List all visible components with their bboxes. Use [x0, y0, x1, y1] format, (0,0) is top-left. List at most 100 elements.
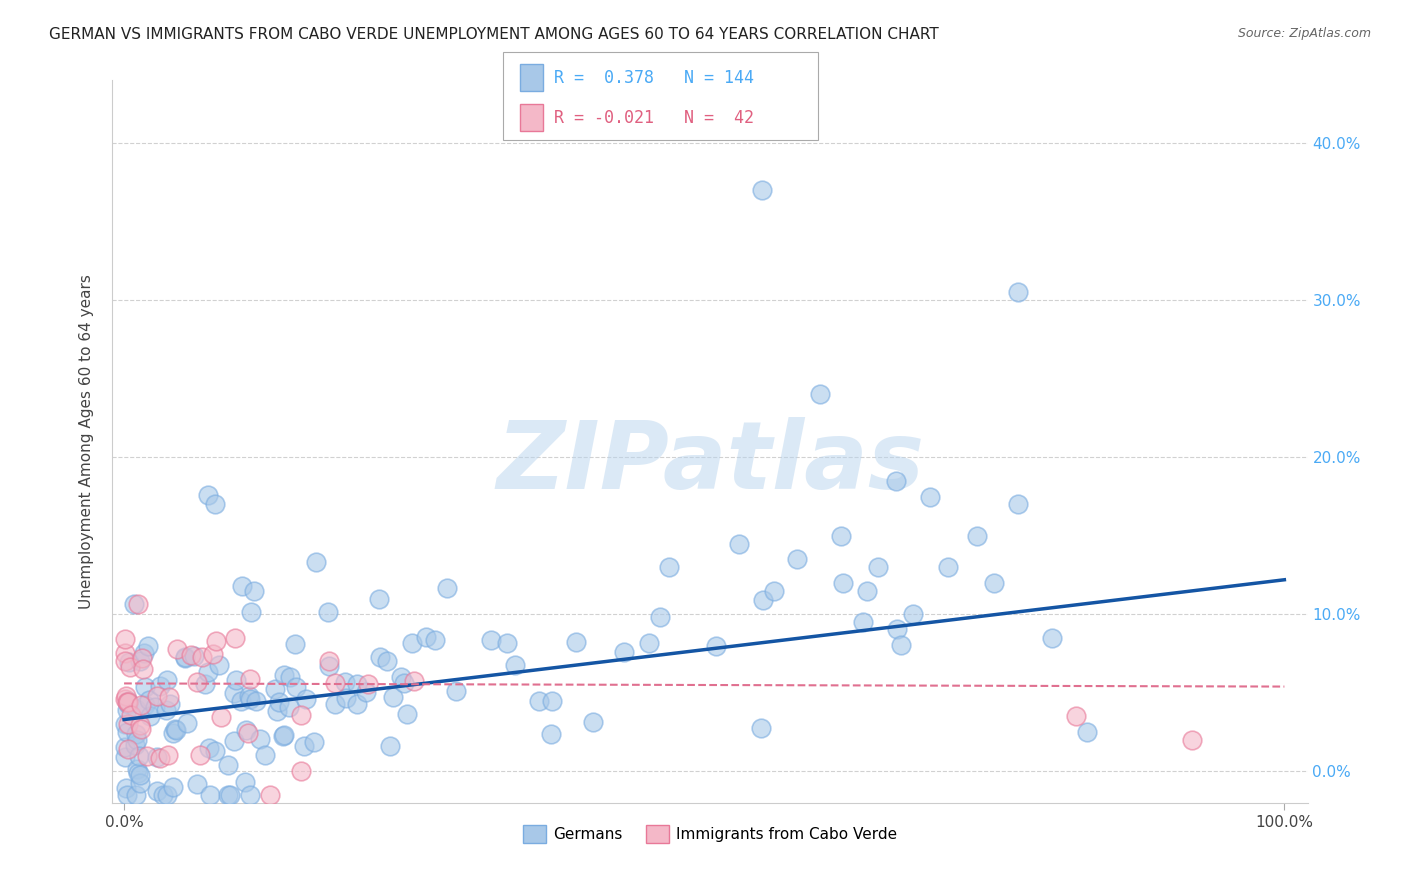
Point [503, 658, 526, 673]
Point [165, 723, 187, 737]
Point [114, 632, 136, 646]
Point [496, 635, 519, 649]
Point [129, 718, 152, 732]
Point [318, 659, 340, 673]
Point [808, 387, 831, 401]
Point [752, 593, 775, 607]
Point [415, 630, 437, 644]
Point [197, 665, 219, 679]
Point [183, 648, 205, 663]
Point [284, 680, 307, 694]
Point [146, 749, 169, 764]
Point [284, 637, 307, 651]
Point [235, 723, 257, 737]
Point [243, 584, 266, 599]
Point [129, 698, 152, 712]
Point [146, 783, 169, 797]
Point [650, 609, 672, 624]
Point [125, 762, 148, 776]
Point [389, 670, 412, 684]
Point [186, 777, 208, 791]
Point [333, 675, 356, 690]
Point [224, 631, 246, 645]
Point [238, 689, 260, 703]
Point [128, 776, 150, 790]
Point [115, 695, 138, 709]
Point [204, 496, 226, 510]
Point [751, 721, 773, 735]
Point [120, 708, 142, 723]
Point [855, 583, 877, 598]
Point [762, 583, 785, 598]
Point [335, 690, 357, 705]
Point [208, 657, 231, 672]
Point [117, 697, 139, 711]
Point [180, 648, 202, 662]
Point [134, 646, 156, 660]
Point [1180, 733, 1202, 747]
Point [259, 788, 281, 802]
Point [125, 702, 148, 716]
Point [236, 725, 259, 739]
Point [114, 691, 136, 706]
Point [186, 675, 208, 690]
Point [273, 729, 295, 743]
Point [1040, 631, 1063, 645]
Point [115, 788, 138, 802]
Point [156, 788, 179, 802]
Point [217, 757, 239, 772]
Point [786, 552, 808, 566]
Point [136, 639, 159, 653]
Point [114, 716, 136, 731]
Point [202, 647, 225, 661]
Point [127, 766, 149, 780]
Point [936, 560, 959, 574]
Point [235, 775, 257, 789]
Point [704, 639, 727, 653]
Point [1007, 285, 1029, 300]
Point [394, 675, 416, 690]
Text: Source: ZipAtlas.com: Source: ZipAtlas.com [1237, 27, 1371, 40]
Point [540, 693, 562, 707]
Point [134, 698, 156, 712]
Point [316, 605, 339, 619]
Point [479, 633, 502, 648]
Point [378, 739, 401, 753]
Point [132, 662, 155, 676]
Point [115, 725, 138, 739]
Point [273, 668, 295, 682]
Point [613, 645, 636, 659]
Point [253, 747, 276, 762]
Point [157, 690, 180, 704]
Point [751, 183, 773, 197]
Point [886, 622, 908, 636]
Point [368, 649, 391, 664]
Point [267, 694, 290, 708]
Point [357, 677, 380, 691]
Legend: Germans, Immigrants from Cabo Verde: Germans, Immigrants from Cabo Verde [516, 819, 904, 849]
Point [115, 703, 138, 717]
Point [162, 725, 184, 739]
Point [127, 597, 149, 611]
Point [222, 734, 245, 748]
Point [146, 690, 169, 704]
Point [830, 529, 852, 543]
Point [395, 707, 418, 722]
Text: ZIPatlas: ZIPatlas [496, 417, 924, 509]
Point [292, 739, 315, 754]
Point [129, 654, 152, 668]
Point [249, 731, 271, 746]
Point [245, 694, 267, 708]
Point [138, 692, 160, 706]
Point [219, 788, 242, 802]
Point [890, 638, 912, 652]
Point [118, 655, 141, 669]
Point [114, 739, 136, 754]
Point [851, 615, 873, 629]
Point [197, 488, 219, 502]
Point [197, 740, 219, 755]
Point [120, 659, 142, 673]
Point [149, 679, 172, 693]
Point [114, 654, 136, 668]
Point [155, 703, 177, 717]
